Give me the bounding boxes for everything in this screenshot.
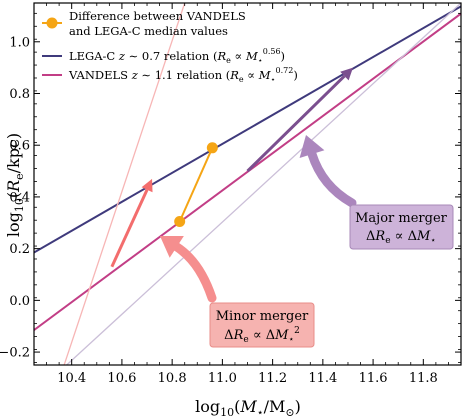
major-merger-relation: ΔRe ∝ ΔM⋆ [366, 229, 436, 246]
y-tick-label: −0.2 [0, 346, 30, 361]
x-tick-label: 11.4 [308, 371, 337, 386]
y-tick-label: 0.8 [9, 87, 30, 102]
minor-merger-callout-arrowhead [160, 236, 184, 258]
difference-marker [174, 215, 186, 227]
minor-merger-arrow [110, 189, 149, 268]
x-tick-label: 10.4 [57, 371, 86, 386]
vandels-relation-line [34, 12, 461, 331]
lega-c-relation-line [34, 5, 461, 254]
difference-marker [206, 142, 218, 154]
major-merger-guide-line [66, 3, 461, 365]
minor-merger-relation: ΔRe ∝ ΔM⋆2 [224, 326, 300, 345]
major-merger-arrow [246, 74, 346, 173]
minor-merger-title: Minor merger [216, 309, 309, 324]
minor-merger-annotation: Minor merger ΔRe ∝ ΔM⋆2 [209, 302, 315, 348]
y-tick-label: 0.4 [9, 190, 30, 205]
x-tick-label: 10.6 [107, 371, 136, 386]
y-axis-title: log10(Re/kpc) [4, 133, 26, 237]
major-merger-arrowhead [340, 67, 353, 81]
y-tick-label: 1.0 [9, 35, 30, 50]
major-merger-title: Major merger [355, 211, 448, 226]
difference-line [178, 147, 214, 222]
y-tick-label: 0.2 [9, 242, 30, 257]
x-tick-label: 10.8 [158, 371, 187, 386]
x-axis: 10.4 10.6 10.8 11.0 11.2 11.4 11.6 11.8 [46, 3, 449, 386]
y-tick-label: 0.0 [9, 294, 30, 309]
minor-merger-box [209, 302, 315, 348]
x-tick-label: 11.0 [208, 371, 237, 386]
x-tick-label: 11.8 [409, 371, 438, 386]
legend-lega-c-label: LEGA-C z ∼ 0.7 relation (Re ∝ M⋆0.56) [69, 47, 285, 65]
major-merger-box [349, 204, 454, 250]
x-tick-label: 11.6 [359, 371, 388, 386]
major-merger-callout-arrow [307, 149, 357, 208]
y-axis: −0.2 0.0 0.2 0.4 0.6 0.8 1.0 [0, 12, 461, 363]
minor-merger-guide-line [63, 3, 186, 365]
legend-difference-label-1: Difference between VANDELS [69, 9, 246, 23]
legend: Difference between VANDELS and LEGA-C me… [42, 9, 298, 84]
minor-merger-callout-arrow [172, 242, 217, 303]
legend-vandels-label: VANDELS z ∼ 1.1 relation (Re ∝ M⋆0.72) [68, 66, 298, 84]
major-merger-callout-arrowhead [299, 135, 325, 158]
minor-merger-arrowhead [141, 178, 153, 193]
major-merger-annotation: Major merger ΔRe ∝ ΔM⋆ [349, 204, 454, 250]
legend-difference-label-2: and LEGA-C median values [69, 24, 228, 38]
x-axis-title: log10(M⋆/M⊙) [195, 397, 301, 419]
y-tick-label: 0.6 [9, 139, 30, 154]
legend-difference-marker [46, 17, 58, 29]
x-tick-label: 11.2 [258, 371, 287, 386]
